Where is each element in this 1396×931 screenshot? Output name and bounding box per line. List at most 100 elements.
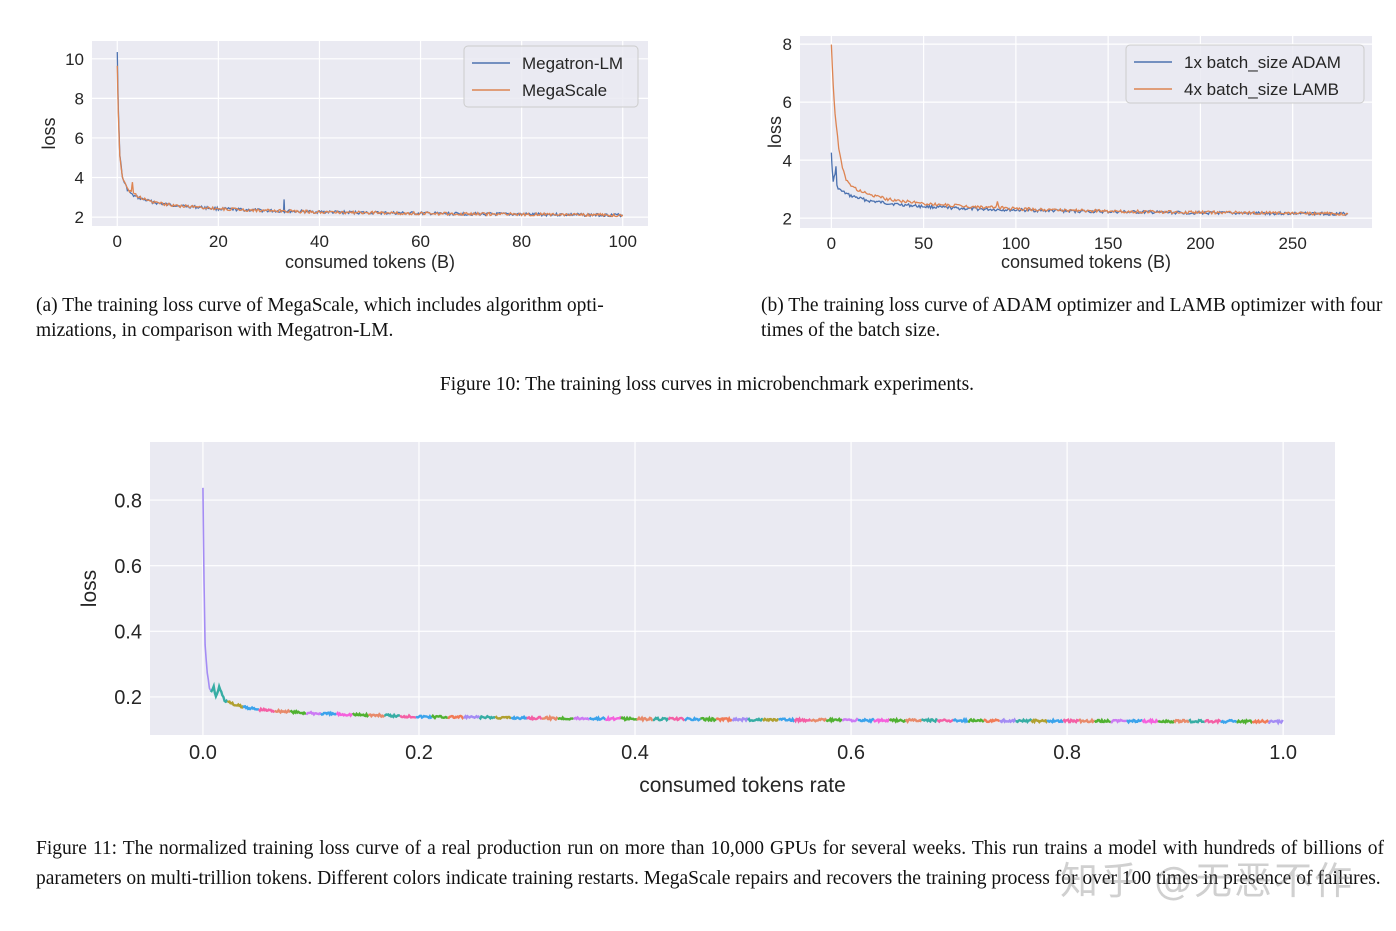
restart-segment-68 <box>1267 718 1284 726</box>
x-tick-label: 0.8 <box>1053 742 1081 764</box>
restart-segment-31 <box>684 716 702 722</box>
x-tick-label: 250 <box>1278 234 1306 253</box>
y-tick-label: 2 <box>783 209 792 228</box>
x-tick-label: 40 <box>310 232 329 251</box>
legend <box>463 45 639 108</box>
x-tick-label: 0.0 <box>189 742 217 764</box>
restart-segment-0 <box>202 487 212 691</box>
restart-segment-59 <box>1126 718 1143 725</box>
x-tick-label: 0.6 <box>837 742 865 764</box>
restart-segment-45 <box>904 717 923 724</box>
caption-subfigure-b: (b) The training loss curve of ADAM opti… <box>761 295 1383 341</box>
y-tick-label: 4 <box>783 151 792 170</box>
y-tick-label: 6 <box>75 129 84 148</box>
x-tick-label: 0.4 <box>621 742 649 764</box>
x-tick-label: 60 <box>411 232 430 251</box>
restart-segment-35 <box>747 717 763 723</box>
restart-segment-10 <box>351 711 370 719</box>
y-tick-label: 8 <box>75 89 84 108</box>
restart-segment-42 <box>857 717 875 724</box>
restart-segment-58 <box>1110 718 1127 724</box>
restart-segment-33 <box>715 715 733 724</box>
legend <box>1125 44 1365 104</box>
restart-segment-44 <box>888 716 907 724</box>
caption-figure-11: Figure 11: The normalized training loss … <box>36 838 1384 889</box>
restart-segment-16 <box>447 714 465 721</box>
restart-segment-41 <box>842 717 859 723</box>
restart-segment-48 <box>952 716 969 724</box>
restart-segment-11 <box>367 712 385 719</box>
x-tick-label: 20 <box>209 232 228 251</box>
y-tick-label: 2 <box>75 208 84 227</box>
restart-segment-39 <box>809 717 828 723</box>
x-tick-label: 50 <box>914 234 933 253</box>
restart-segment-24 <box>573 715 590 721</box>
restart-segment-28 <box>636 715 653 723</box>
restart-segment-54 <box>1046 717 1064 724</box>
legend-label: 4x batch_size LAMB <box>1184 80 1339 99</box>
x-axis-label: consumed tokens rate <box>639 774 846 797</box>
y-axis-label: loss <box>765 116 785 148</box>
restart-segment-23 <box>557 715 575 721</box>
restart-segment-62 <box>1173 718 1190 725</box>
y-axis-label: loss <box>78 570 101 607</box>
restart-segment-13 <box>399 713 417 719</box>
chart-adam-vs-lamb: 0 50 100 150 200 250 2 4 6 8 consumed tokens (B) lo… <box>765 35 1372 272</box>
restart-segment-18 <box>478 714 497 721</box>
y-tick-label: 0.8 <box>114 490 142 512</box>
restart-segment-56 <box>1078 717 1096 725</box>
x-tick-label: 0.2 <box>405 742 433 764</box>
restart-segment-32 <box>699 715 717 723</box>
restart-segment-60 <box>1141 717 1160 725</box>
restart-segment-36 <box>761 717 780 723</box>
restart-segment-65 <box>1220 718 1238 725</box>
restart-segment-63 <box>1188 718 1206 724</box>
restart-segment-20 <box>510 714 528 721</box>
restart-segment-51 <box>999 717 1017 724</box>
restart-segment-2 <box>226 700 245 709</box>
restart-segment-66 <box>1236 718 1254 725</box>
restart-segment-15 <box>430 713 448 720</box>
restart-segment-8 <box>319 710 338 717</box>
x-tick-label: 100 <box>609 232 637 251</box>
y-tick-label: 6 <box>783 93 792 112</box>
restart-segment-61 <box>1157 718 1176 724</box>
x-tick-label: 150 <box>1094 234 1122 253</box>
x-tick-label: 0 <box>827 234 836 253</box>
plot-area <box>150 442 1335 735</box>
restart-segment-19 <box>494 715 512 721</box>
restart-segment-64 <box>1203 718 1222 725</box>
y-tick-label: 4 <box>75 169 84 188</box>
restart-segment-47 <box>936 718 955 724</box>
y-tick-label: 0.2 <box>114 687 142 709</box>
x-tick-label: 100 <box>1002 234 1030 253</box>
x-tick-label: 200 <box>1186 234 1214 253</box>
chart-megatron-vs-megascale: 0 20 40 60 80 100 2 4 6 8 10 consumed tokens (B) los… <box>39 41 648 272</box>
y-tick-label: 0.6 <box>114 556 142 578</box>
legend-label: 1x batch_size ADAM <box>1184 53 1341 72</box>
x-axis-label: consumed tokens (B) <box>285 252 455 272</box>
restart-segment-27 <box>620 715 638 722</box>
restart-segment-55 <box>1062 718 1080 724</box>
restart-segment-26 <box>605 715 623 722</box>
y-tick-label: 10 <box>65 50 84 69</box>
restart-segment-34 <box>731 716 749 723</box>
restart-segment-53 <box>1030 718 1049 725</box>
restart-segment-14 <box>415 714 433 720</box>
x-tick-label: 80 <box>512 232 531 251</box>
restart-segment-5 <box>274 708 291 715</box>
restart-segment-25 <box>588 715 607 722</box>
restart-segment-57 <box>1093 717 1112 724</box>
restart-segment-22 <box>541 714 559 722</box>
restart-segment-21 <box>526 714 543 722</box>
restart-segment-7 <box>305 710 321 717</box>
restart-segment-1 <box>209 681 229 704</box>
y-tick-label: 8 <box>783 35 792 54</box>
legend-label: Megatron-LM <box>522 54 623 73</box>
restart-segment-9 <box>335 710 353 718</box>
chart-production-run-loss: 0.0 0.2 0.4 0.6 0.8 1.0 0.2 0.4 0.6 0.8 consumed t… <box>78 442 1335 797</box>
x-axis-label: consumed tokens (B) <box>1001 252 1171 272</box>
x-tick-label: 0 <box>113 232 122 251</box>
restart-segment-3 <box>242 704 259 711</box>
